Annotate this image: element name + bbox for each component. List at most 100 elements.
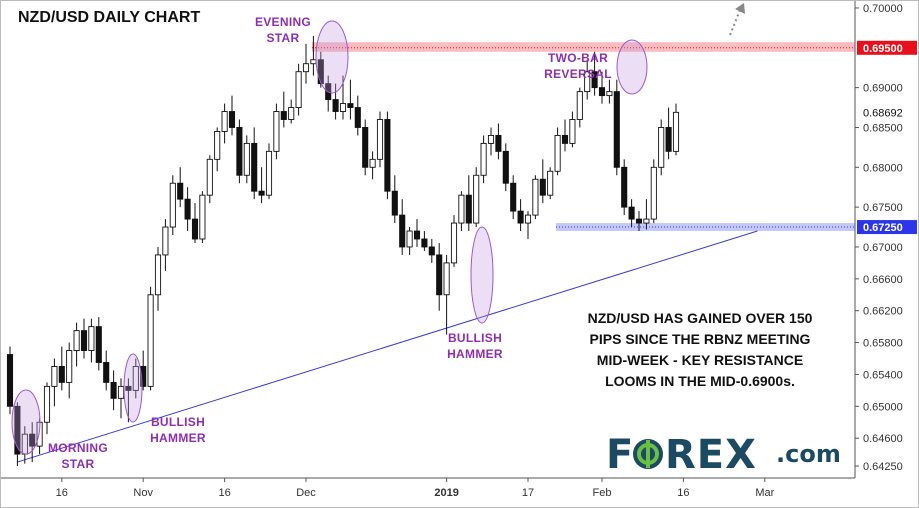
candle-body-bullish — [154, 254, 162, 296]
candle — [428, 239, 435, 263]
candle-body-bullish — [339, 103, 347, 112]
candle — [591, 51, 598, 96]
candle — [443, 254, 450, 335]
candle — [621, 159, 628, 216]
candle-body-bearish — [354, 107, 361, 128]
candle — [421, 231, 428, 251]
candle — [376, 111, 384, 168]
candle — [495, 123, 502, 160]
candle — [584, 59, 591, 100]
candle-body-bullish — [43, 385, 51, 423]
candle-body-bearish — [80, 330, 88, 351]
note-line: MID-WEEK - KEY RESISTANCE — [597, 352, 803, 368]
candle-body-bullish — [302, 63, 310, 73]
candle — [265, 143, 273, 200]
candle — [480, 135, 487, 184]
note-line: PIPS SINCE THE RBNZ MEETING — [590, 331, 811, 347]
candle-body-bearish — [399, 214, 406, 248]
level-zones — [312, 42, 855, 232]
level-price-label-1: 0.67250 — [863, 222, 903, 234]
candle-body-bullish — [473, 174, 480, 224]
evening-star-highlight — [315, 20, 349, 94]
level-zone-1 — [556, 223, 855, 232]
candle-body-bearish — [251, 142, 258, 192]
note-line: LOOMS IN THE MID-0.6900s. — [605, 373, 795, 389]
candle-body-bearish — [598, 87, 606, 97]
candle-body-bullish — [66, 350, 73, 383]
candle-body-bearish — [258, 190, 265, 196]
y-tick-label: 0.68000 — [863, 162, 903, 174]
y-tick-label: 0.64600 — [863, 433, 903, 445]
candle-body-bearish — [191, 218, 199, 240]
level-price-tag-1 — [857, 220, 917, 235]
candle-body-bearish — [280, 111, 287, 120]
candle — [473, 167, 480, 228]
ascending-trendline — [17, 230, 758, 463]
x-tick-label: Nov — [133, 487, 153, 499]
candle — [191, 203, 199, 243]
candle — [103, 350, 110, 391]
candle — [517, 199, 524, 232]
candle-body-bearish — [14, 405, 21, 455]
x-tick-label: Dec — [296, 487, 316, 499]
candle-body-bearish — [391, 190, 398, 216]
candle — [251, 127, 258, 200]
logo-letter-f: F — [606, 432, 634, 478]
candle-body-bearish — [635, 218, 643, 224]
candle-body-bearish — [502, 150, 509, 184]
candle — [458, 191, 465, 232]
candle-body-bullish — [295, 71, 302, 108]
candle — [125, 378, 132, 423]
candle — [532, 175, 539, 220]
current-price-label: 0.68692 — [863, 107, 903, 119]
candle — [399, 199, 406, 255]
candle-body-bearish — [103, 362, 110, 383]
trendline-layer — [17, 230, 758, 463]
candle-body-bearish — [436, 254, 443, 296]
candle — [598, 71, 606, 104]
candle — [635, 211, 643, 232]
candle — [302, 43, 310, 84]
candle-body-bearish — [125, 385, 132, 391]
candle-body-bullish — [88, 326, 95, 351]
candle — [177, 167, 184, 208]
candle — [66, 342, 73, 399]
candle — [288, 99, 295, 124]
y-tick-label: 0.65800 — [863, 338, 903, 350]
candle — [406, 227, 413, 255]
candle — [354, 95, 361, 136]
y-tick-label: 0.69000 — [863, 83, 903, 95]
candle — [384, 111, 391, 200]
candle-body-bullish — [532, 178, 539, 216]
note-text: NZD/USD HAS GAINED OVER 150 PIPS SINCE TH… — [588, 310, 813, 389]
candle — [606, 79, 613, 104]
candle-body-bullish — [376, 119, 384, 160]
breakout-arrow-icon — [735, 3, 745, 14]
candle-body-bullish — [199, 194, 206, 240]
candle-body-bearish — [517, 210, 524, 224]
candle — [221, 103, 228, 144]
level-price-label-0: 0.69500 — [863, 43, 903, 55]
candle-body-bullish — [443, 262, 450, 296]
chart-title: NZD/USD DAILY CHART — [18, 9, 200, 26]
candle-body-bullish — [458, 194, 465, 224]
candle-body-bearish — [362, 127, 369, 168]
candle — [413, 219, 421, 247]
candle — [561, 119, 569, 152]
candle — [147, 286, 154, 391]
candle — [658, 119, 665, 176]
logo-letters-rex: REX — [665, 432, 757, 478]
candle — [643, 199, 650, 230]
candle-body-bearish — [628, 206, 635, 220]
candle — [154, 246, 162, 311]
candle-body-bullish — [584, 71, 591, 93]
level-price-tag-0 — [857, 40, 917, 55]
candle-body-bearish — [510, 182, 517, 212]
candle — [110, 370, 117, 411]
candle-body-bullish — [406, 230, 413, 248]
y-tick-label: 0.70000 — [863, 3, 903, 15]
candle — [665, 107, 672, 160]
y-tick-label: 0.66200 — [863, 306, 903, 318]
candles-layer — [6, 35, 680, 467]
bullish-hammer-2-highlight — [470, 226, 494, 324]
